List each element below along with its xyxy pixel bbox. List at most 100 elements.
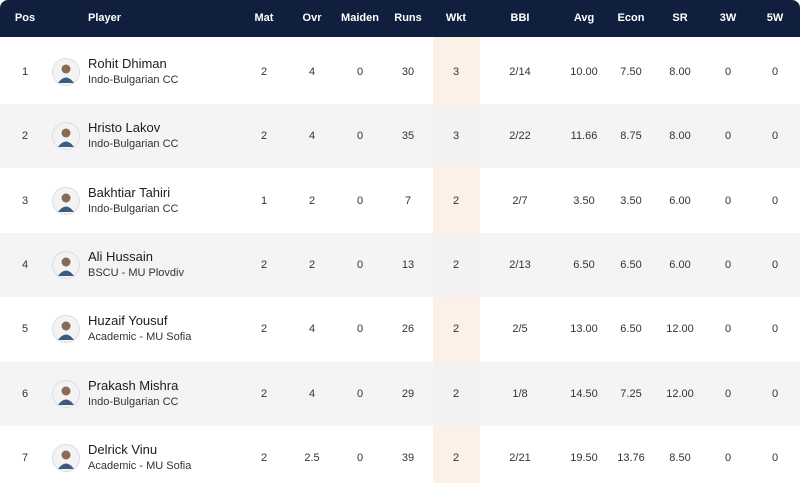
stat-cell: 0 [771, 66, 779, 78]
stat-cell: 0 [356, 66, 364, 78]
stat-cell: 0 [356, 451, 364, 464]
stat-cell: 0 [724, 258, 732, 271]
column-header[interactable]: Avg [573, 12, 595, 24]
stat-cell: 11.66 [570, 130, 598, 143]
player-name[interactable]: Ali Hussain [88, 248, 154, 264]
stat-cell: 3 [21, 194, 29, 207]
stat-cell: 4 [21, 258, 29, 271]
stat-cell: 7.50 [620, 66, 642, 78]
stat-cell: 0 [771, 387, 779, 400]
stat-cell: 6.00 [669, 258, 691, 271]
player-name[interactable]: Bakhtiar Tahiri [88, 184, 171, 200]
stat-cell: 1 [260, 194, 268, 207]
player-name[interactable]: Delrick Vinu [88, 441, 158, 457]
stat-cell: 8.50 [669, 451, 691, 464]
stat-cell: 2/22 [509, 130, 531, 143]
stat-cell: 26 [401, 323, 415, 336]
stat-cell: 0 [356, 258, 364, 271]
stat-cell: 14.50 [570, 387, 598, 400]
player-avatar [52, 122, 80, 151]
stat-cell: 0 [771, 451, 779, 464]
stat-cell: 0 [356, 323, 364, 336]
stat-cell: 4 [308, 66, 316, 78]
stat-cell: 0 [724, 451, 732, 464]
stat-cell: 3 [452, 66, 460, 78]
stat-cell: 5 [21, 323, 29, 336]
stat-cell: 2 [452, 387, 460, 400]
stat-cell: 8.75 [620, 130, 642, 143]
stat-cell: 3.50 [620, 194, 642, 207]
column-header[interactable]: Player [88, 12, 122, 24]
column-header[interactable]: 3W [719, 12, 737, 24]
stat-cell: 6.50 [573, 258, 595, 271]
column-header[interactable]: Maiden [341, 12, 379, 24]
stat-cell: 2 [260, 387, 268, 400]
column-header[interactable]: Runs [394, 12, 422, 24]
player-name[interactable]: Hristo Lakov [88, 120, 161, 136]
stat-cell: 0 [724, 323, 732, 336]
stat-cell: 0 [724, 130, 732, 143]
player-team: Academic - MU Sofia [88, 459, 192, 472]
stat-cell: 1 [21, 66, 29, 78]
column-header[interactable]: SR [672, 12, 688, 24]
player-avatar [52, 379, 80, 408]
stat-cell: 2 [452, 323, 460, 336]
stat-cell: 2 [308, 194, 316, 207]
column-header[interactable]: Mat [254, 12, 274, 24]
stat-cell: 6.00 [669, 194, 691, 207]
stat-cell: 7 [404, 194, 412, 207]
player-avatar [52, 443, 80, 472]
player-avatar [52, 186, 80, 215]
stat-cell: 12.00 [666, 387, 694, 400]
stat-cell: 39 [401, 451, 415, 464]
stat-cell: 4 [308, 130, 316, 143]
player-avatar [52, 315, 80, 344]
stat-cell: 0 [724, 387, 732, 400]
stat-cell: 2 [260, 66, 268, 78]
column-header[interactable]: BBI [510, 12, 530, 24]
stat-cell: 29 [401, 387, 415, 400]
stat-cell: 12.00 [666, 323, 694, 336]
stat-cell: 6.50 [620, 258, 642, 271]
stat-cell: 2 [452, 194, 460, 207]
table-header: Pos Player Mat Ovr Maiden Runs Wkt BBI Avg Econ SR… [0, 0, 800, 37]
stat-cell: 2/7 [512, 194, 528, 207]
player-team: BSCU - MU Plovdiv [88, 266, 184, 279]
stat-cell: 2 [452, 258, 460, 271]
table-row: 6 Prakash Mishra Indo-Bulgarian CC 2 4 0 29 2 1/… [0, 361, 800, 426]
stat-cell: 35 [401, 130, 415, 143]
stat-cell: 2/21 [509, 451, 531, 464]
stat-cell: 8.00 [669, 130, 691, 143]
stat-cell: 1/8 [512, 387, 528, 400]
stat-cell: 0 [356, 194, 364, 207]
stat-cell: 0 [356, 387, 364, 400]
stat-cell: 2/5 [512, 323, 528, 336]
stat-cell: 0 [356, 130, 364, 143]
player-name[interactable]: Rohit Dhiman [88, 56, 167, 71]
column-header[interactable]: Wkt [445, 12, 467, 24]
column-header[interactable]: 5W [766, 12, 784, 24]
column-header[interactable]: Econ [617, 12, 645, 24]
table-row: 1 Rohit Dhiman Indo-Bulgarian CC 2 4 0 30 3 2/14… [0, 40, 800, 104]
stat-cell: 4 [308, 323, 316, 336]
stat-cell: 8.00 [669, 66, 691, 78]
stat-cell: 2/14 [509, 66, 531, 78]
player-name[interactable]: Huzaif Yousuf [88, 313, 168, 329]
stat-cell: 3 [452, 130, 460, 143]
table-row: 2 Hristo Lakov Indo-Bulgarian CC 2 4 0 35 3 2/22… [0, 104, 800, 169]
column-header[interactable]: Ovr [302, 12, 322, 24]
stat-cell: 2 [260, 130, 268, 143]
stat-cell: 0 [771, 323, 779, 336]
stat-cell: 2 [260, 258, 268, 271]
player-name[interactable]: Prakash Mishra [88, 377, 179, 393]
player-team: Indo-Bulgarian CC [88, 202, 179, 215]
table-row: 4 Ali Hussain BSCU - MU Plovdiv 2 2 0 13 2 2/13 6… [0, 232, 800, 297]
table-row: 5 Huzaif Yousuf Academic - MU Sofia 2 4 0 26 2 2… [0, 297, 800, 361]
column-header[interactable]: Pos [14, 12, 36, 24]
stat-cell: 3.50 [573, 194, 595, 207]
stat-cell: 6.50 [620, 323, 642, 336]
stat-cell: 7 [21, 451, 29, 464]
stat-cell: 13.76 [617, 451, 645, 464]
stat-cell: 2.5 [304, 451, 320, 464]
